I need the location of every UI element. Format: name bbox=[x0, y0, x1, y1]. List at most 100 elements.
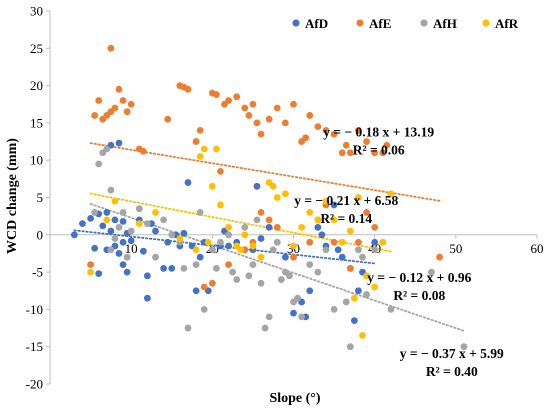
point-afd bbox=[160, 264, 168, 272]
trendline-r-squared: R² = 0.40 bbox=[426, 364, 478, 379]
point-afh bbox=[123, 253, 131, 261]
point-afr bbox=[379, 238, 387, 246]
x-tick-label: 50 bbox=[449, 241, 462, 256]
point-afh bbox=[95, 160, 103, 168]
point-afd bbox=[91, 244, 99, 252]
point-afr bbox=[249, 242, 257, 250]
point-afr bbox=[192, 246, 200, 254]
point-afr bbox=[281, 190, 289, 198]
point-afe bbox=[306, 238, 314, 246]
trendline-afd bbox=[73, 229, 376, 265]
y-tick-label: 10 bbox=[30, 153, 43, 168]
point-afh bbox=[355, 246, 362, 254]
point-afh bbox=[253, 216, 261, 224]
point-afh bbox=[322, 246, 330, 254]
point-afh bbox=[127, 227, 135, 235]
y-tick-label: -15 bbox=[26, 339, 43, 354]
data-points bbox=[70, 44, 468, 351]
point-afr bbox=[241, 231, 249, 239]
point-afd bbox=[330, 201, 338, 209]
point-afh bbox=[241, 223, 249, 231]
point-afh bbox=[192, 261, 200, 269]
point-afh bbox=[107, 186, 115, 194]
point-afe bbox=[355, 238, 362, 246]
y-tick-label: 0 bbox=[37, 227, 44, 242]
point-afd bbox=[371, 238, 379, 246]
point-afr bbox=[363, 272, 370, 280]
point-afd bbox=[257, 235, 265, 242]
point-afh bbox=[245, 272, 253, 280]
point-afe bbox=[346, 149, 354, 157]
point-afh bbox=[277, 276, 285, 283]
point-afr bbox=[208, 182, 216, 190]
legend: AfD AfE AfH AfR bbox=[292, 16, 519, 31]
point-afd bbox=[306, 287, 314, 295]
point-afd bbox=[144, 294, 151, 302]
trendline-r-squared: R² = 0.08 bbox=[393, 288, 445, 303]
point-afr bbox=[314, 216, 322, 224]
point-afr bbox=[306, 209, 314, 216]
point-afe bbox=[265, 115, 273, 123]
point-afe bbox=[346, 264, 354, 272]
point-afr bbox=[269, 182, 277, 190]
point-afe bbox=[436, 253, 443, 261]
point-afr bbox=[350, 294, 358, 302]
point-afe bbox=[330, 130, 338, 138]
point-afh bbox=[196, 209, 204, 216]
trendline-afe bbox=[89, 142, 441, 202]
point-afd bbox=[119, 238, 127, 246]
point-afh bbox=[229, 268, 237, 276]
point-afe bbox=[107, 44, 115, 52]
point-afh bbox=[314, 268, 322, 276]
point-afd bbox=[111, 216, 119, 224]
point-afh bbox=[294, 294, 301, 302]
point-afr bbox=[257, 253, 265, 261]
point-afd bbox=[70, 231, 78, 239]
point-afe bbox=[225, 261, 232, 269]
y-tick-label: -10 bbox=[26, 302, 43, 317]
point-afd bbox=[350, 317, 358, 324]
point-afh bbox=[111, 235, 119, 242]
point-afr bbox=[387, 190, 395, 198]
point-afe bbox=[119, 97, 127, 104]
point-afe bbox=[192, 138, 200, 145]
point-afr bbox=[111, 197, 119, 205]
point-afd bbox=[95, 270, 103, 277]
point-afr bbox=[346, 227, 354, 235]
point-afh bbox=[387, 306, 395, 313]
trendline-annotations: y = − 0.18 x + 13.19 R² = 0.06 y = − 0.21 … bbox=[294, 124, 504, 379]
legend-marker-afe bbox=[356, 19, 364, 27]
point-afr bbox=[355, 194, 362, 201]
point-afe bbox=[330, 238, 338, 246]
point-afd bbox=[139, 247, 147, 255]
point-afh bbox=[184, 324, 192, 332]
point-afe bbox=[233, 93, 241, 101]
point-afh bbox=[144, 220, 151, 228]
x-axis-title: Slope (°) bbox=[269, 391, 320, 406]
point-afh bbox=[359, 253, 366, 261]
point-afe bbox=[257, 209, 265, 216]
point-afe bbox=[217, 167, 224, 175]
point-afh bbox=[306, 261, 314, 269]
point-afe bbox=[265, 216, 273, 224]
point-afe bbox=[196, 126, 204, 134]
point-afe bbox=[371, 223, 379, 231]
point-afe bbox=[115, 85, 123, 93]
point-afh bbox=[208, 246, 216, 254]
point-afe bbox=[306, 112, 314, 119]
point-afh bbox=[212, 264, 220, 272]
point-afe bbox=[257, 130, 265, 138]
point-afe bbox=[371, 149, 379, 157]
point-afd bbox=[123, 268, 131, 276]
point-afr bbox=[290, 242, 297, 250]
point-afh bbox=[168, 231, 176, 239]
trendline-equation: y = − 0.12 x + 0.96 bbox=[367, 270, 471, 285]
point-afd bbox=[119, 217, 127, 225]
point-afh bbox=[225, 231, 232, 239]
point-afh bbox=[261, 324, 269, 332]
y-tick-label: 5 bbox=[37, 190, 44, 205]
point-afh bbox=[233, 276, 241, 283]
point-afh bbox=[346, 343, 354, 351]
point-afe bbox=[322, 126, 330, 134]
point-afh bbox=[363, 291, 370, 298]
